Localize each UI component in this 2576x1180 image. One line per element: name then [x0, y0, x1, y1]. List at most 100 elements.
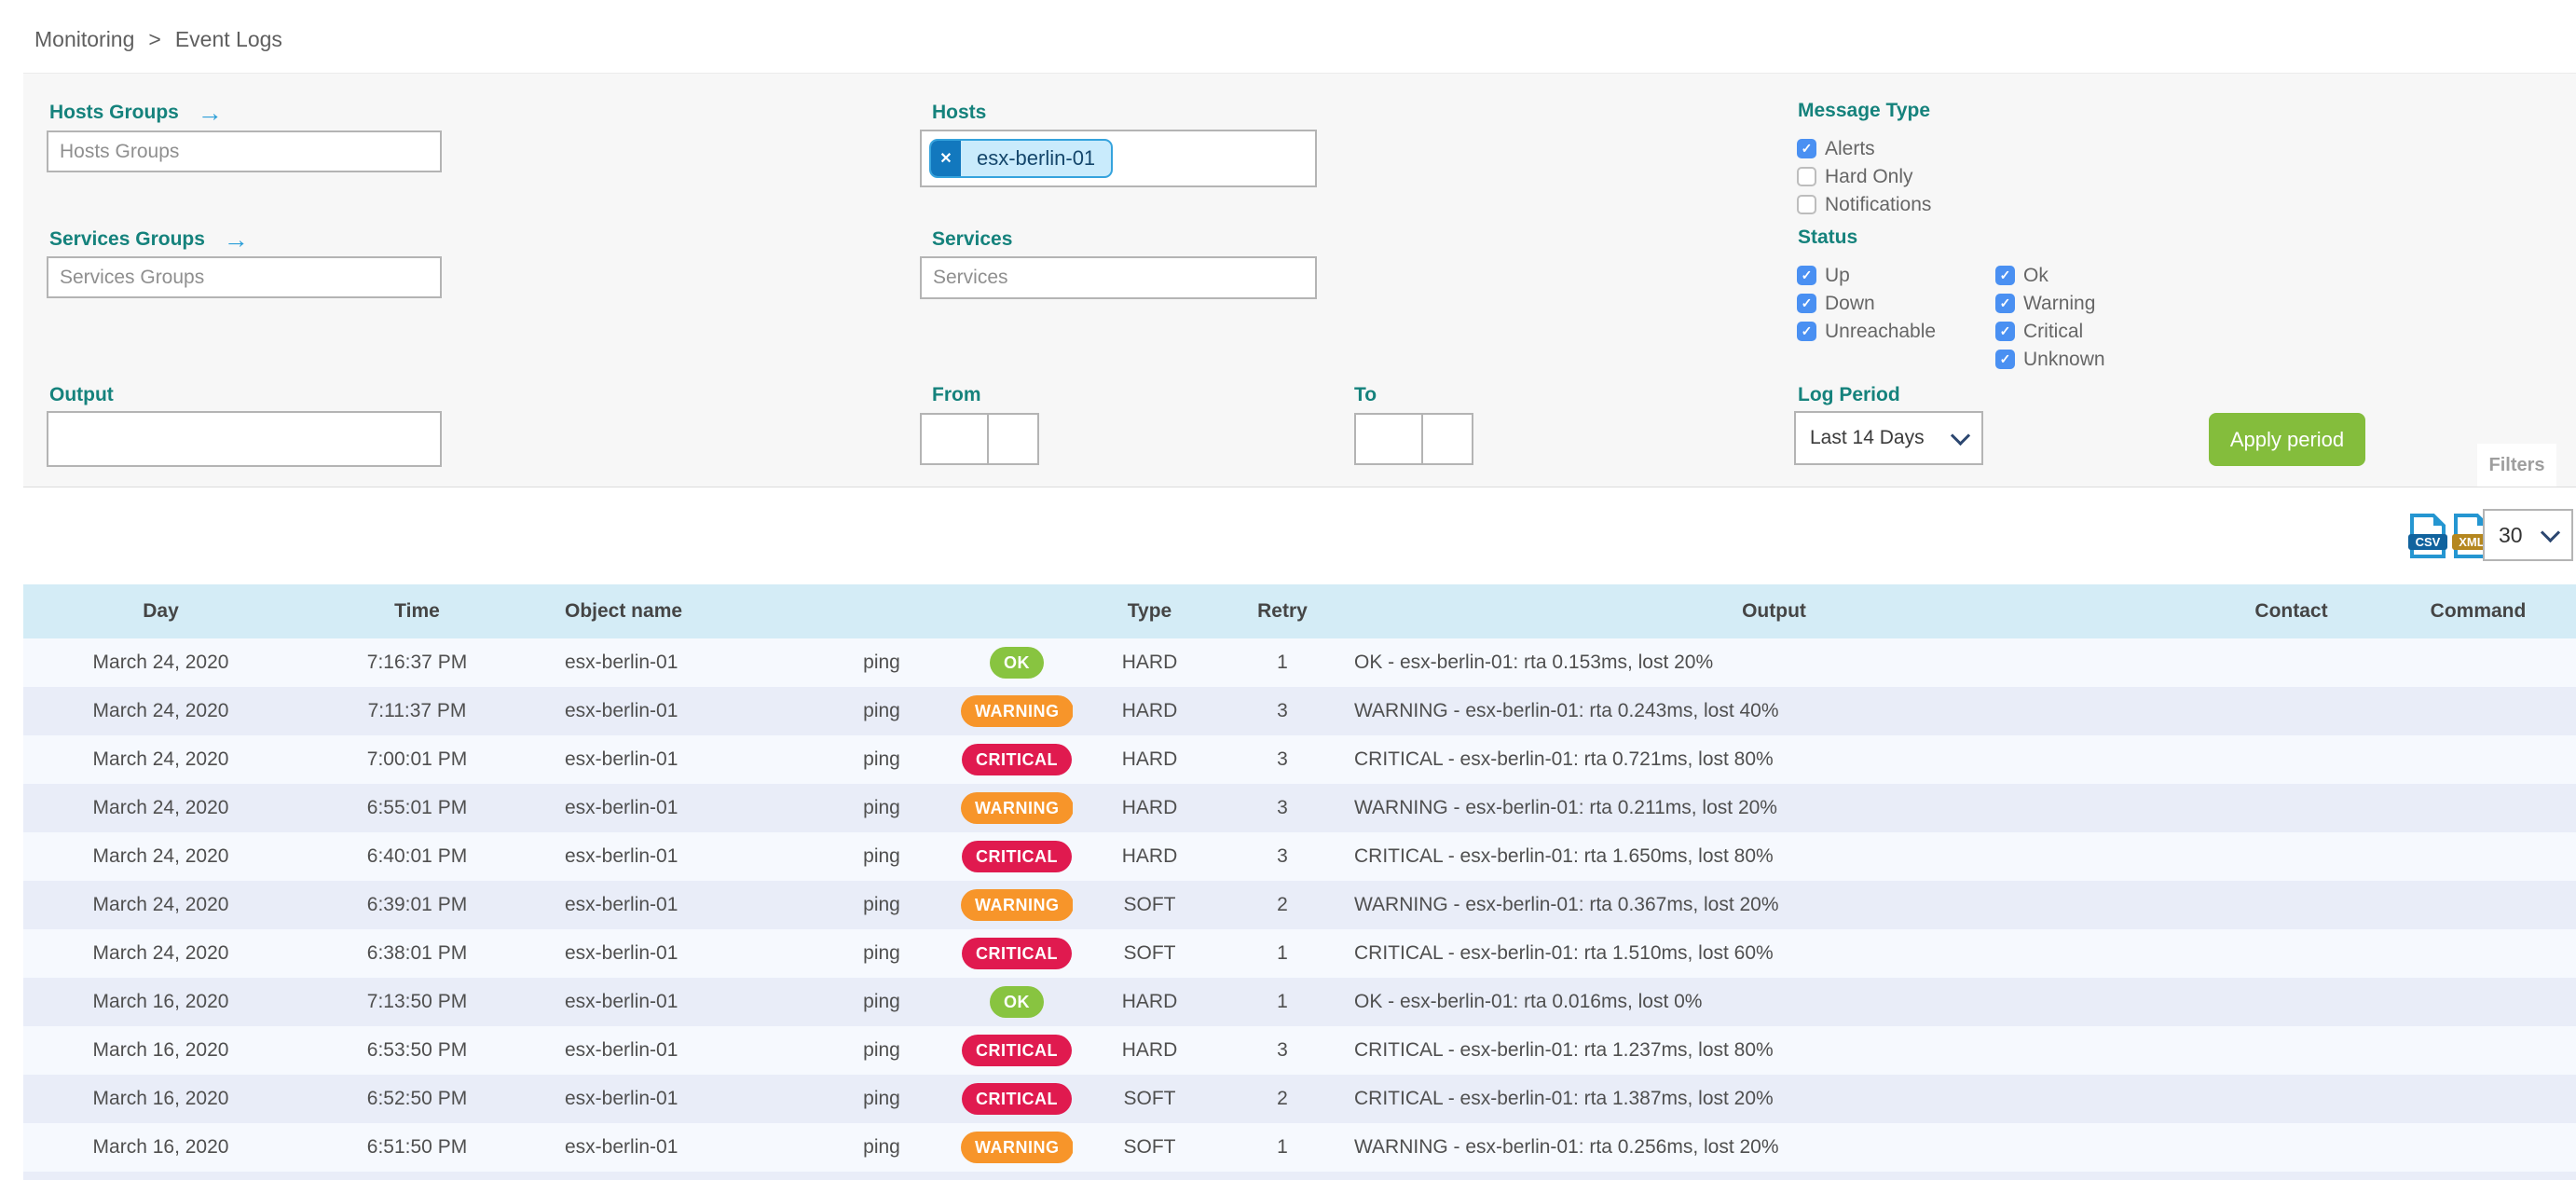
status-badge: WARNING — [961, 889, 1073, 921]
cell-time: 6:55:01 PM — [366, 797, 468, 818]
output-label: Output — [49, 384, 114, 405]
filters-tab[interactable]: Filters — [2477, 444, 2556, 487]
services-groups-input[interactable] — [47, 256, 442, 298]
hosts-groups-label: Hosts Groups → — [49, 98, 223, 127]
from-time-input[interactable] — [987, 413, 1039, 465]
checkbox-checked-icon: ✓ — [1797, 322, 1816, 341]
cell-contact — [2210, 735, 2373, 784]
cell-retry: 3 — [1277, 748, 1288, 770]
cell-service: ping — [863, 894, 900, 915]
cell-type: SOFT — [1123, 1088, 1176, 1109]
cell-status: CRITICAL — [961, 929, 1073, 978]
export-csv-icon[interactable]: CSV — [2408, 514, 2447, 558]
cell-retry: 1 — [1277, 652, 1288, 673]
cell-retry: 3 — [1277, 1039, 1288, 1061]
event-log-table: Day Time Object name Type Retry Output Contact… — [23, 584, 2576, 1180]
to-time-input[interactable] — [1421, 413, 1473, 465]
apply-period-button[interactable]: Apply period — [2209, 413, 2365, 466]
cell-type: SOFT — [1123, 1136, 1176, 1158]
cell-type: SOFT — [1123, 942, 1176, 964]
cell-status: WARNING — [961, 784, 1073, 832]
checkbox-notifications[interactable]: Notifications — [1797, 194, 1931, 215]
table-row: March 24, 2020 6:38:01 PM esx-berlin-01 pin… — [23, 929, 2576, 978]
checkbox-checked-icon: ✓ — [1797, 294, 1816, 313]
cell-output: CRITICAL - esx-berlin-01: rta 0.721ms, l… — [1354, 748, 1774, 770]
cell-time: 6:53:50 PM — [366, 1039, 468, 1061]
checkbox-up[interactable]: ✓ Up — [1797, 264, 1936, 286]
column-header-command: Command — [2373, 584, 2576, 638]
column-header-retry: Retry — [1226, 584, 1338, 638]
checkbox-label: Up — [1825, 264, 1850, 286]
hosts-groups-input[interactable] — [47, 130, 442, 172]
checkbox-alerts[interactable]: ✓ Alerts — [1797, 138, 1931, 159]
table-row: March 24, 2020 7:11:37 PM esx-berlin-01 pin… — [23, 687, 2576, 735]
host-chip: ✕ esx-berlin-01 — [929, 139, 1114, 178]
breadcrumb-section[interactable]: Monitoring — [34, 27, 135, 51]
cell-command — [2373, 832, 2576, 881]
cell-retry: 1 — [1277, 991, 1288, 1012]
cell-time: 7:16:37 PM — [366, 652, 468, 673]
column-header-day: Day — [23, 584, 298, 638]
status-badge: OK — [990, 986, 1044, 1018]
cell-status: CRITICAL — [961, 1026, 1073, 1075]
cell-output: WARNING - esx-berlin-01: rta 0.367ms, lo… — [1354, 894, 1779, 915]
services-input[interactable] — [920, 256, 1317, 299]
table-row: March 16, 2020 6:51:50 PM esx-berlin-01 pin… — [23, 1123, 2576, 1172]
checkbox-checked-icon: ✓ — [1995, 322, 2015, 341]
cell-day: March 24, 2020 — [92, 652, 229, 673]
hosts-groups-arrow-icon[interactable]: → — [197, 98, 223, 127]
cell-day: March 24, 2020 — [92, 845, 229, 867]
cell-day: March 16, 2020 — [92, 1039, 229, 1061]
status-badge: WARNING — [961, 695, 1073, 727]
status-badge: WARNING — [961, 1132, 1073, 1163]
checkbox-unreachable[interactable]: ✓ Unreachable — [1797, 321, 1936, 342]
cell-contact — [2210, 784, 2373, 832]
cell-object: esx-berlin-01 — [565, 845, 678, 867]
checkbox-critical[interactable]: ✓ Critical — [1995, 321, 2105, 342]
to-date-input[interactable] — [1354, 413, 1423, 465]
cell-command — [2373, 929, 2576, 978]
cell-day: March 24, 2020 — [92, 942, 229, 964]
column-header-type: Type — [1073, 584, 1226, 638]
from-date-input[interactable] — [920, 413, 989, 465]
page-size-select[interactable]: 30 — [2483, 509, 2573, 561]
cell-object: esx-berlin-01 — [565, 1136, 678, 1158]
services-groups-arrow-icon[interactable]: → — [223, 225, 249, 254]
output-input[interactable] — [47, 411, 442, 467]
checkbox-ok[interactable]: ✓ Ok — [1995, 265, 2105, 286]
cell-status: WARNING — [961, 687, 1073, 735]
cell-contact — [2210, 978, 2373, 1026]
status-options-col2: ✓ Ok ✓ Warning ✓ Critical ✓ Unknown — [1995, 265, 2105, 370]
cell-type: HARD — [1121, 845, 1178, 867]
cell-output: WARNING - esx-berlin-01: rta 0.243ms, lo… — [1354, 700, 1779, 721]
services-label: Services — [932, 228, 1013, 250]
table-header: Day Time Object name Type Retry Output Contact… — [23, 584, 2576, 638]
cell-output: CRITICAL - esx-berlin-01: rta 1.650ms, l… — [1354, 845, 1774, 867]
cell-object: esx-berlin-01 — [565, 1039, 678, 1061]
cell-day: March 16, 2020 — [92, 1136, 229, 1158]
checkbox-checked-icon: ✓ — [1797, 266, 1816, 285]
log-period-select[interactable]: Last 14 Days — [1794, 411, 1983, 465]
checkbox-hard-only[interactable]: Hard Only — [1797, 166, 1931, 187]
checkbox-label: Unknown — [2023, 348, 2105, 370]
hosts-input[interactable]: ✕ esx-berlin-01 — [920, 130, 1317, 187]
checkbox-unknown[interactable]: ✓ Unknown — [1995, 348, 2105, 370]
cell-output: WARNING - esx-berlin-01: rta 0.211ms, lo… — [1354, 797, 1777, 818]
table-row-partial — [23, 1172, 2576, 1180]
checkbox-warning[interactable]: ✓ Warning — [1995, 293, 2105, 314]
cell-service: ping — [863, 1136, 900, 1158]
export-xml-icon[interactable]: XML — [2452, 514, 2491, 558]
checkbox-checked-icon: ✓ — [1995, 266, 2015, 285]
cell-object: esx-berlin-01 — [565, 652, 678, 673]
chip-remove-icon[interactable]: ✕ — [931, 141, 961, 176]
cell-contact — [2210, 1026, 2373, 1075]
chip-label: esx-berlin-01 — [977, 146, 1096, 170]
status-badge: CRITICAL — [962, 841, 1072, 872]
checkbox-down[interactable]: ✓ Down — [1797, 293, 1936, 314]
xml-icon-label: XML — [2459, 535, 2485, 549]
cell-retry: 3 — [1277, 700, 1288, 721]
cell-type: HARD — [1121, 1039, 1178, 1061]
cell-output: CRITICAL - esx-berlin-01: rta 1.237ms, l… — [1354, 1039, 1774, 1061]
chevron-down-icon — [2540, 522, 2561, 543]
